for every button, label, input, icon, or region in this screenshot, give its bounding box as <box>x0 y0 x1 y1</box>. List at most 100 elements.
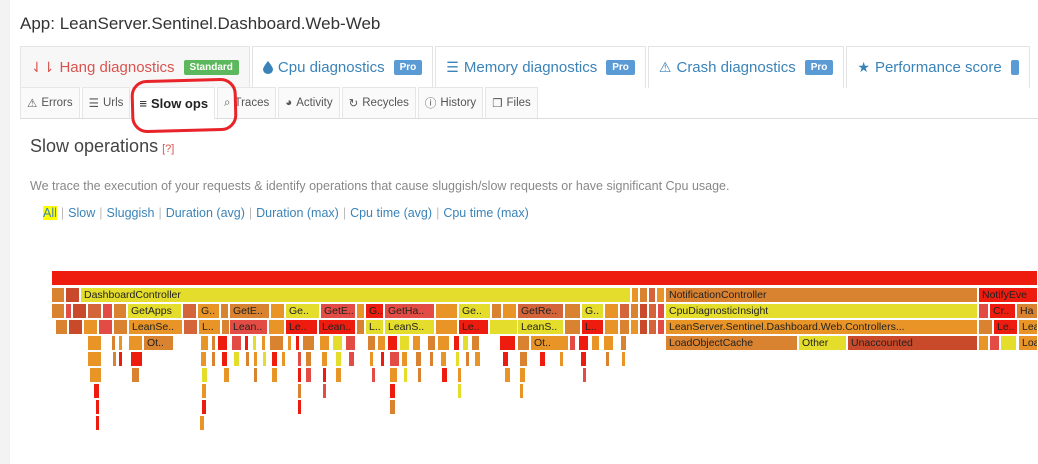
flame-frame-dashboard-controller[interactable]: DashboardController <box>81 288 631 302</box>
flame-frame[interactable] <box>132 368 140 382</box>
flame-frame[interactable] <box>336 352 342 366</box>
flame-frame[interactable] <box>428 336 436 350</box>
flame-frame[interactable] <box>222 352 228 366</box>
flame-frame[interactable] <box>436 320 458 334</box>
flame-frame[interactable] <box>224 368 230 382</box>
flame-frame-other[interactable]: Other <box>799 336 847 350</box>
flame-frame[interactable] <box>370 352 374 366</box>
flame-frame[interactable] <box>184 320 198 334</box>
flame-frame[interactable] <box>212 336 216 350</box>
flame-frame[interactable] <box>979 336 989 350</box>
flame-frame[interactable] <box>131 352 143 366</box>
filter-sluggish[interactable]: Sluggish <box>106 206 155 220</box>
tab-files[interactable]: ❐ Files <box>485 87 538 118</box>
flame-frame[interactable] <box>272 352 278 366</box>
flame-frame[interactable] <box>112 336 116 350</box>
flame-frame[interactable] <box>288 336 292 350</box>
flame-frame[interactable] <box>202 368 208 382</box>
flame-frame[interactable] <box>272 368 278 382</box>
flame-frame[interactable] <box>500 336 516 350</box>
flame-frame[interactable] <box>246 352 250 366</box>
flame-frame-lea[interactable]: Lea <box>1019 320 1038 334</box>
flame-frame-le3[interactable]: Le.. <box>994 320 1018 334</box>
flame-frame[interactable] <box>1001 336 1017 350</box>
flame-frame-g3[interactable]: G.. <box>582 304 604 318</box>
flame-frame[interactable] <box>456 352 460 366</box>
flame-frame[interactable] <box>66 304 72 318</box>
flame-frame[interactable] <box>520 352 528 366</box>
flame-frame[interactable] <box>632 288 639 302</box>
flame-frame[interactable] <box>503 352 509 366</box>
flame-frame[interactable] <box>96 400 100 414</box>
flame-frame[interactable] <box>306 368 312 382</box>
filter-all[interactable]: All <box>43 206 57 220</box>
tab-cpu-diagnostics[interactable]: Cpu diagnostics Pro <box>251 46 434 88</box>
flame-frame[interactable] <box>620 304 630 318</box>
flame-frame-lean2[interactable]: Lean.. <box>319 320 356 334</box>
flame-frame[interactable] <box>69 320 83 334</box>
flame-frame[interactable] <box>323 368 327 382</box>
flame-frame[interactable] <box>378 336 386 350</box>
flame-frame[interactable] <box>232 336 242 350</box>
flame-frame[interactable] <box>254 352 258 366</box>
flame-frame[interactable] <box>253 336 257 350</box>
flame-frame[interactable] <box>245 336 249 350</box>
flame-frame[interactable] <box>200 416 205 430</box>
flame-frame[interactable] <box>269 320 285 334</box>
flame-frame[interactable] <box>390 384 396 398</box>
tab-performance-score[interactable]: ★ Performance score <box>846 46 1031 88</box>
flame-frame[interactable] <box>234 352 240 366</box>
flame-frame[interactable] <box>605 304 619 318</box>
flame-frame-unaccounted[interactable]: Unaccounted <box>848 336 978 350</box>
flame-frame[interactable] <box>56 320 68 334</box>
flame-frame[interactable] <box>282 352 286 366</box>
flame-frame[interactable] <box>119 336 123 350</box>
flame-frame[interactable] <box>463 336 469 350</box>
flame-frame-notification-controller[interactable]: NotificationController <box>666 288 978 302</box>
flame-frame[interactable] <box>606 352 610 366</box>
flame-frame[interactable] <box>640 320 648 334</box>
flame-frame[interactable] <box>368 336 376 350</box>
flame-frame[interactable] <box>472 336 480 350</box>
flame-frame-controllers[interactable]: LeanServer.Sentinel.Dashboard.Web.Contro… <box>666 320 978 334</box>
flame-frame[interactable] <box>438 336 450 350</box>
flame-frame-g1[interactable]: G.. <box>198 304 220 318</box>
flame-frame-leans2[interactable]: LeanS.. <box>518 320 564 334</box>
flame-frame[interactable] <box>413 336 421 350</box>
flame-frame[interactable] <box>306 352 312 366</box>
flame-frame[interactable] <box>202 400 207 414</box>
flame-frame[interactable] <box>979 320 993 334</box>
flame-frame[interactable] <box>88 352 102 366</box>
tab-recycles[interactable]: ↻ Recycles <box>341 87 416 118</box>
flame-frame[interactable] <box>271 304 285 318</box>
flame-frame[interactable] <box>218 336 228 350</box>
flame-frame[interactable] <box>99 320 113 334</box>
flame-frame[interactable] <box>631 304 639 318</box>
flame-frame[interactable] <box>296 336 300 350</box>
flame-frame-cr[interactable]: Cr.. <box>990 304 1016 318</box>
flame-frame[interactable] <box>640 304 648 318</box>
tab-activity[interactable]: ◕ Activity <box>278 87 340 118</box>
flame-frame[interactable] <box>458 368 462 382</box>
flame-frame[interactable] <box>592 336 600 350</box>
flame-frame[interactable] <box>73 304 87 318</box>
flame-frame[interactable] <box>183 304 197 318</box>
flame-frame[interactable] <box>94 384 100 398</box>
flame-frame[interactable] <box>254 368 258 382</box>
flame-frame[interactable] <box>466 352 470 366</box>
flame-frame[interactable] <box>201 336 209 350</box>
flame-frame[interactable] <box>622 352 626 366</box>
flame-frame[interactable] <box>475 352 481 366</box>
tab-hang-diagnostics[interactable]: ⇃⇂ Hang diagnostics Standard <box>20 46 250 88</box>
flame-frame[interactable] <box>454 336 460 350</box>
flame-frame[interactable] <box>298 368 302 382</box>
flame-frame[interactable] <box>298 400 302 414</box>
tab-traces[interactable]: ⌕ Traces <box>217 87 277 118</box>
flame-frame-le2[interactable]: Le.. <box>459 320 489 334</box>
flame-frame[interactable] <box>84 320 98 334</box>
flame-frame-loa[interactable]: Loa <box>1019 336 1038 350</box>
flame-frame[interactable] <box>658 304 665 318</box>
flame-frame[interactable] <box>390 400 396 414</box>
flame-frame-leanse[interactable]: LeanSe.. <box>129 320 183 334</box>
flame-frame[interactable] <box>436 304 458 318</box>
